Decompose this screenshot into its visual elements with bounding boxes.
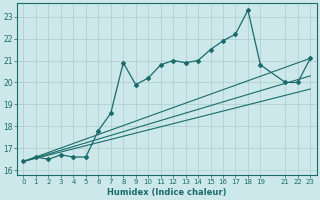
X-axis label: Humidex (Indice chaleur): Humidex (Indice chaleur) bbox=[107, 188, 227, 197]
